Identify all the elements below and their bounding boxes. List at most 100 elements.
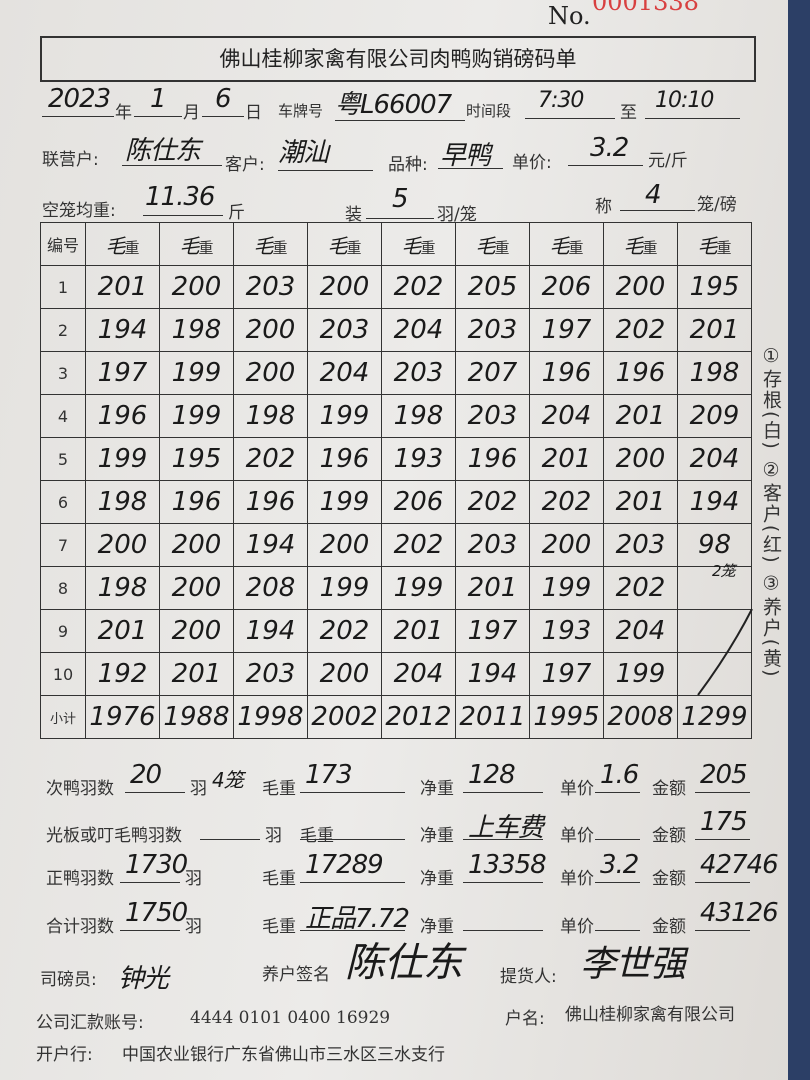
header-printed: 重 xyxy=(272,238,288,257)
r3-price: 3.2 xyxy=(600,850,639,880)
weight-cell: 199 xyxy=(159,351,234,395)
to-label: 至 xyxy=(620,103,637,123)
r3-gross: 17289 xyxy=(305,850,384,880)
weight-cell: 201 xyxy=(529,437,604,481)
gross-weight-header: 毛重 xyxy=(85,222,160,266)
weight-cell: 201 xyxy=(603,394,678,438)
header-printed: 重 xyxy=(346,238,362,257)
gross-weight-header: 毛重 xyxy=(233,222,308,266)
header-hw: 毛 xyxy=(623,233,643,258)
bank-name: 中国农业银行广东省佛山市三水区三水支行 xyxy=(122,1045,445,1065)
table-row: 2 194 198 200 203 204 203 197 202 201 xyxy=(40,308,752,352)
weight-cell: 204 xyxy=(677,437,752,481)
gross-weight-header: 毛重 xyxy=(529,222,604,266)
weight-cell: 194 xyxy=(677,480,752,524)
r1-note: 4笼 xyxy=(212,768,244,792)
table-row: 8 198 200 208 199 199 201 199 202 xyxy=(40,566,752,610)
table-row: 6 198 196 196 199 206 202 202 201 194 xyxy=(40,480,752,524)
day-label: 日 xyxy=(245,103,262,123)
row-number: 3 xyxy=(40,351,86,395)
r2-label: 光板或叮毛鸭羽数 xyxy=(46,826,182,846)
cage-weight-value: 11.36 xyxy=(145,182,215,212)
table-row: 5 199 195 202 196 193 196 201 200 204 xyxy=(40,437,752,481)
gross-weight-header: 毛重 xyxy=(159,222,234,266)
day-value: 6 xyxy=(215,84,232,114)
weight-cell: 200 xyxy=(233,351,308,395)
weight-cell: 202 xyxy=(455,480,530,524)
weight-cell: 199 xyxy=(529,566,604,610)
weight-cell: 194 xyxy=(455,652,530,696)
cage-weight-unit: 斤 xyxy=(228,203,245,223)
row-number: 5 xyxy=(40,437,86,481)
weight-cell: 202 xyxy=(603,308,678,352)
load-label: 装 xyxy=(345,205,362,225)
header-printed: 重 xyxy=(642,238,658,257)
r1-gross: 173 xyxy=(305,760,353,790)
weight-cell: 203 xyxy=(233,265,308,309)
customer-value: 潮汕 xyxy=(278,138,329,168)
r3-amount: 42746 xyxy=(700,850,779,880)
weight-cell: 196 xyxy=(85,394,160,438)
weigher-signature: 钟光 xyxy=(118,964,169,994)
r1-net: 128 xyxy=(468,760,516,790)
r2-net-label: 净重 xyxy=(420,826,454,846)
weight-cell: 208 xyxy=(233,566,308,610)
form-title: 佛山桂柳家禽有限公司肉鸭购销磅码单 xyxy=(40,36,756,82)
weight-cell: 196 xyxy=(603,351,678,395)
weight-cell: 199 xyxy=(381,566,456,610)
weight-cell: 200 xyxy=(233,308,308,352)
weigher-label: 司磅员: xyxy=(40,970,97,990)
plate-label: 车牌号 xyxy=(278,102,324,120)
weight-cell: 202 xyxy=(529,480,604,524)
header-hw: 毛 xyxy=(401,233,421,258)
weight-cell: 197 xyxy=(529,652,604,696)
table-row: 10 192 201 203 200 204 194 197 199 xyxy=(40,652,752,696)
weight-cell: 206 xyxy=(529,265,604,309)
weight-cell: 200 xyxy=(603,265,678,309)
gross-weight-header: 毛重 xyxy=(381,222,456,266)
r4-net-label: 净重 xyxy=(420,917,454,937)
r2-unit: 羽 xyxy=(265,826,282,846)
row-number: 1 xyxy=(40,265,86,309)
weight-cell: 198 xyxy=(159,308,234,352)
weight-cell: 203 xyxy=(381,351,456,395)
weight-cell: 196 xyxy=(159,480,234,524)
header-printed: 重 xyxy=(494,238,510,257)
id-header: 编号 xyxy=(40,222,86,266)
account-name: 佛山桂柳家禽有限公司 xyxy=(565,1005,735,1025)
weight-cell: 199 xyxy=(85,437,160,481)
weight-cell: 199 xyxy=(159,394,234,438)
r2-amount-label: 金额 xyxy=(652,826,686,846)
year-label: 年 xyxy=(115,103,132,123)
table-row: 7 200 200 194 200 202 203 200 203 98 xyxy=(40,523,752,567)
weight-cell: 195 xyxy=(677,265,752,309)
subtotal-cell: 2008 xyxy=(603,695,678,739)
table-row: 1 201 200 203 200 202 205 206 200 195 xyxy=(40,265,752,309)
r4-label: 合计羽数 xyxy=(46,917,114,937)
plate-value: 粤L66007 xyxy=(335,90,452,120)
weight-cell: 203 xyxy=(233,652,308,696)
subtotal-cell: 1995 xyxy=(529,695,604,739)
weight-cell: 201 xyxy=(381,609,456,653)
row-number: 2 xyxy=(40,308,86,352)
weight-cell: 199 xyxy=(307,566,382,610)
weight-cell: 202 xyxy=(603,566,678,610)
r1-amount-label: 金额 xyxy=(652,779,686,799)
weight-cell: 202 xyxy=(233,437,308,481)
subtotal-label: 小计 xyxy=(40,695,86,739)
header-printed: 重 xyxy=(716,238,732,257)
weight-cell: 200 xyxy=(307,523,382,567)
weight-cell: 201 xyxy=(159,652,234,696)
r4-price-label: 单价 xyxy=(560,917,594,937)
weight-cell xyxy=(677,652,752,696)
row7-note: 2笼 xyxy=(712,562,736,580)
serial-label: No. xyxy=(548,2,591,30)
weight-cell: 209 xyxy=(677,394,752,438)
picker-label: 提货人: xyxy=(500,967,557,987)
r1-gross-label: 毛重 xyxy=(262,779,296,799)
weight-cell: 200 xyxy=(159,566,234,610)
weight-cell: 200 xyxy=(603,437,678,481)
weight-cell: 199 xyxy=(307,480,382,524)
header-printed: 重 xyxy=(568,238,584,257)
row-number: 4 xyxy=(40,394,86,438)
